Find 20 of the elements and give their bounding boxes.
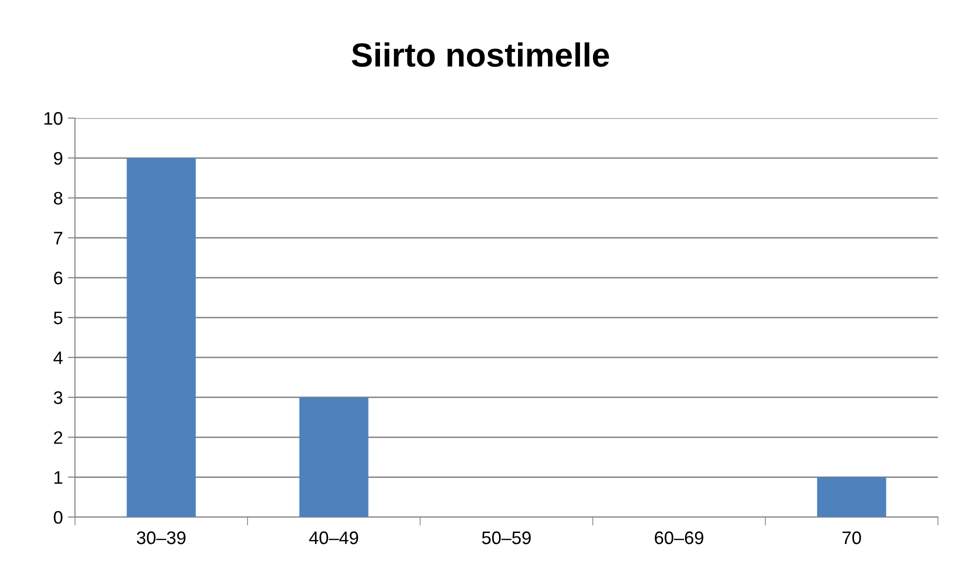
y-tick-label: 1 [54,471,62,484]
x-tick-label: 70 [842,531,861,544]
bar [817,477,886,518]
y-tick-label: 10 [44,112,62,125]
x-tick-label: 30–39 [136,531,186,544]
x-tick-label: 40–49 [309,531,358,544]
chart-title: Siirto nostimelle [352,42,610,67]
y-tick-label: 2 [54,431,62,444]
y-tick-label: 9 [54,152,62,165]
y-tick-label: 7 [54,232,62,244]
x-tick-label: 50–59 [482,531,531,544]
x-tick-label: 60–69 [654,531,704,544]
y-tick-label: 3 [54,391,62,404]
y-tick-label: 8 [54,192,62,205]
y-tick-label: 5 [54,312,62,324]
y-tick-label: 6 [54,272,62,284]
y-tick-label: 0 [54,510,62,524]
y-tick-label: 4 [54,352,63,364]
bar [299,397,368,518]
bar [126,158,196,518]
